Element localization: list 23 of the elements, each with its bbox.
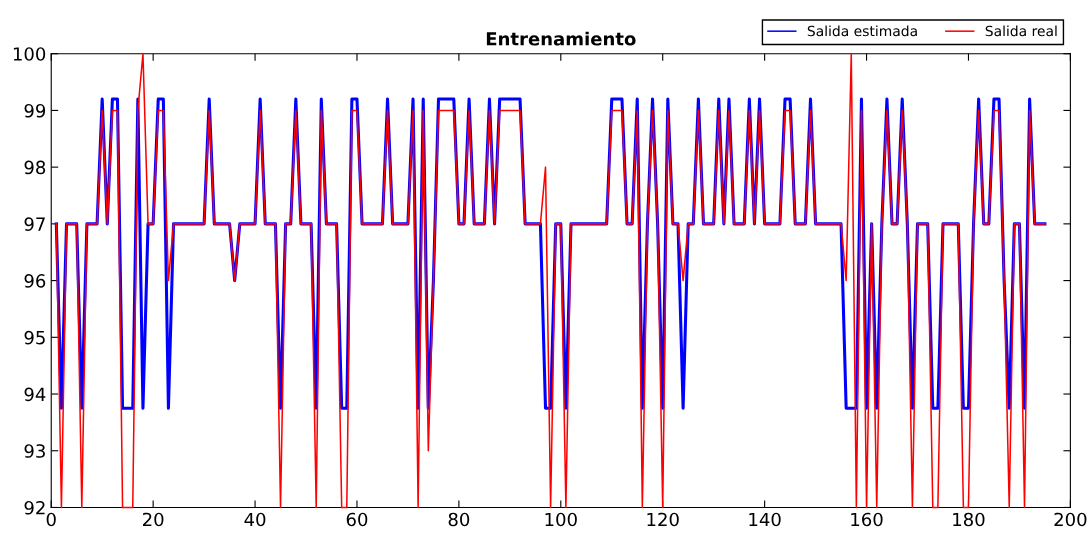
y-tick-label: 92 <box>24 500 45 515</box>
x-tick-label: 20 <box>142 512 164 527</box>
x-tick-label: 60 <box>346 512 368 527</box>
x-tick-label: 160 <box>851 512 883 527</box>
x-tick-label: 180 <box>953 512 985 527</box>
y-tick-label: 93 <box>24 444 45 458</box>
y-tick-label: 95 <box>24 330 45 345</box>
y-tick-label: 96 <box>24 274 46 288</box>
x-tick-label: 100 <box>545 512 577 527</box>
legend-label: Salida real <box>985 25 1057 37</box>
x-tick-label: 80 <box>448 512 470 527</box>
x-tick-label: 0 <box>46 512 56 527</box>
x-tick-label: 140 <box>749 512 781 527</box>
chart-title: Entrenamiento <box>486 31 636 46</box>
y-tick-label: 100 <box>13 47 46 61</box>
y-tick-label: 94 <box>24 387 46 402</box>
x-tick-label: 200 <box>1054 512 1087 527</box>
y-tick-label: 98 <box>24 160 46 175</box>
x-tick-label: 120 <box>647 512 679 527</box>
legend-label: Salida estimada <box>807 25 917 37</box>
y-tick-label: 99 <box>24 103 46 118</box>
x-tick-label: 40 <box>244 512 266 527</box>
y-tick-label: 97 <box>24 217 45 231</box>
